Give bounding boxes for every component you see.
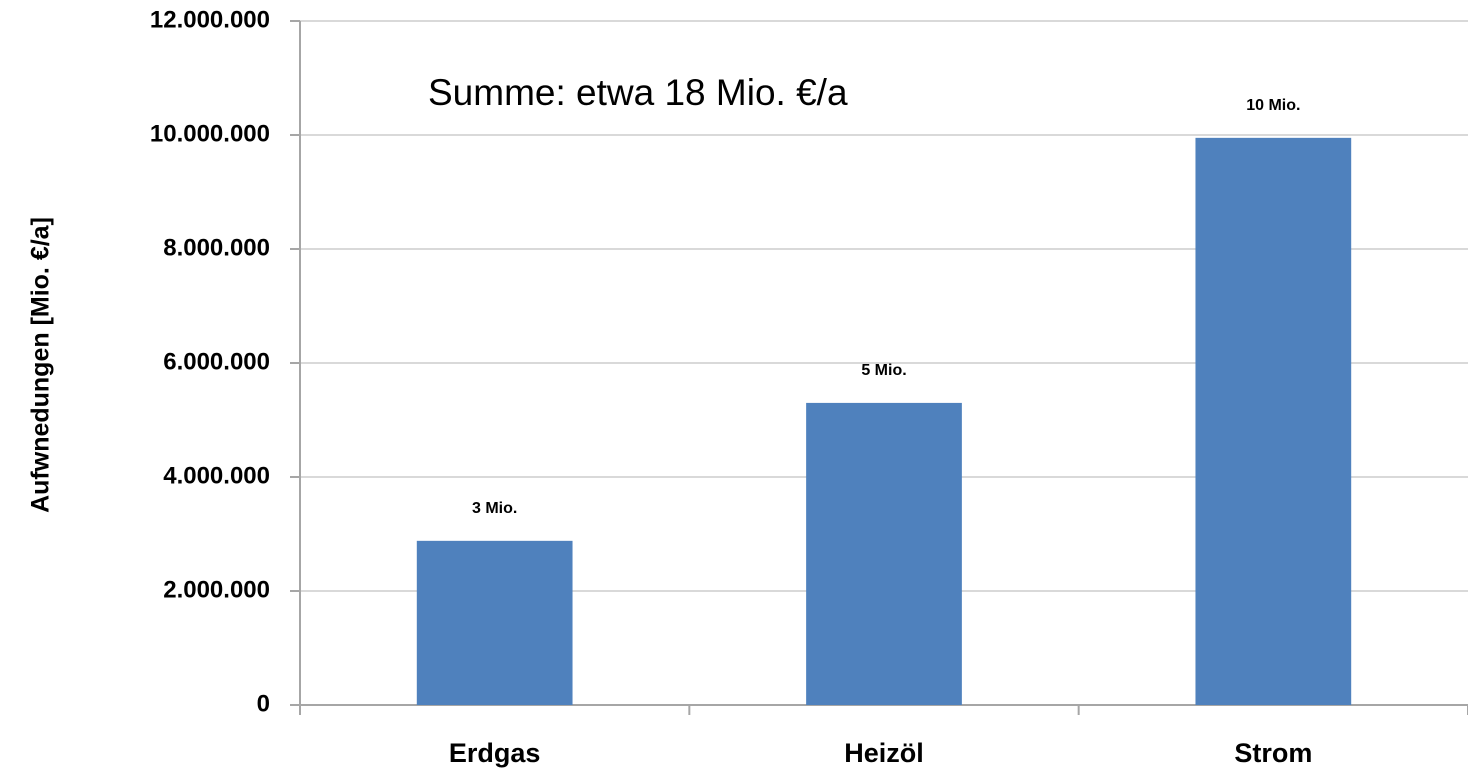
y-tick-label: 6.000.000 <box>163 348 270 375</box>
x-tick-label: Heizöl <box>844 738 924 768</box>
y-tick-label: 10.000.000 <box>150 120 270 147</box>
bar <box>806 402 962 705</box>
y-tick-label: 12.000.000 <box>150 6 270 33</box>
bar <box>416 540 573 705</box>
value-label: 3 Mio. <box>472 500 517 517</box>
annotation: Summe: etwa 18 Mio. €/a <box>428 72 848 113</box>
y-tick-label: 4.000.000 <box>163 462 270 489</box>
value-label: 10 Mio. <box>1246 97 1300 114</box>
y-tick-label: 8.000.000 <box>163 234 270 261</box>
value-label: 5 Mio. <box>861 362 906 379</box>
y-tick-label: 0 <box>257 690 270 717</box>
y-axis-label: Aufwnedungen [Mio. €/a] <box>27 217 55 513</box>
x-tick-label: Strom <box>1234 738 1312 768</box>
y-tick-label: 2.000.000 <box>163 576 270 603</box>
x-tick-label: Erdgas <box>449 738 541 768</box>
bar <box>1195 137 1352 706</box>
